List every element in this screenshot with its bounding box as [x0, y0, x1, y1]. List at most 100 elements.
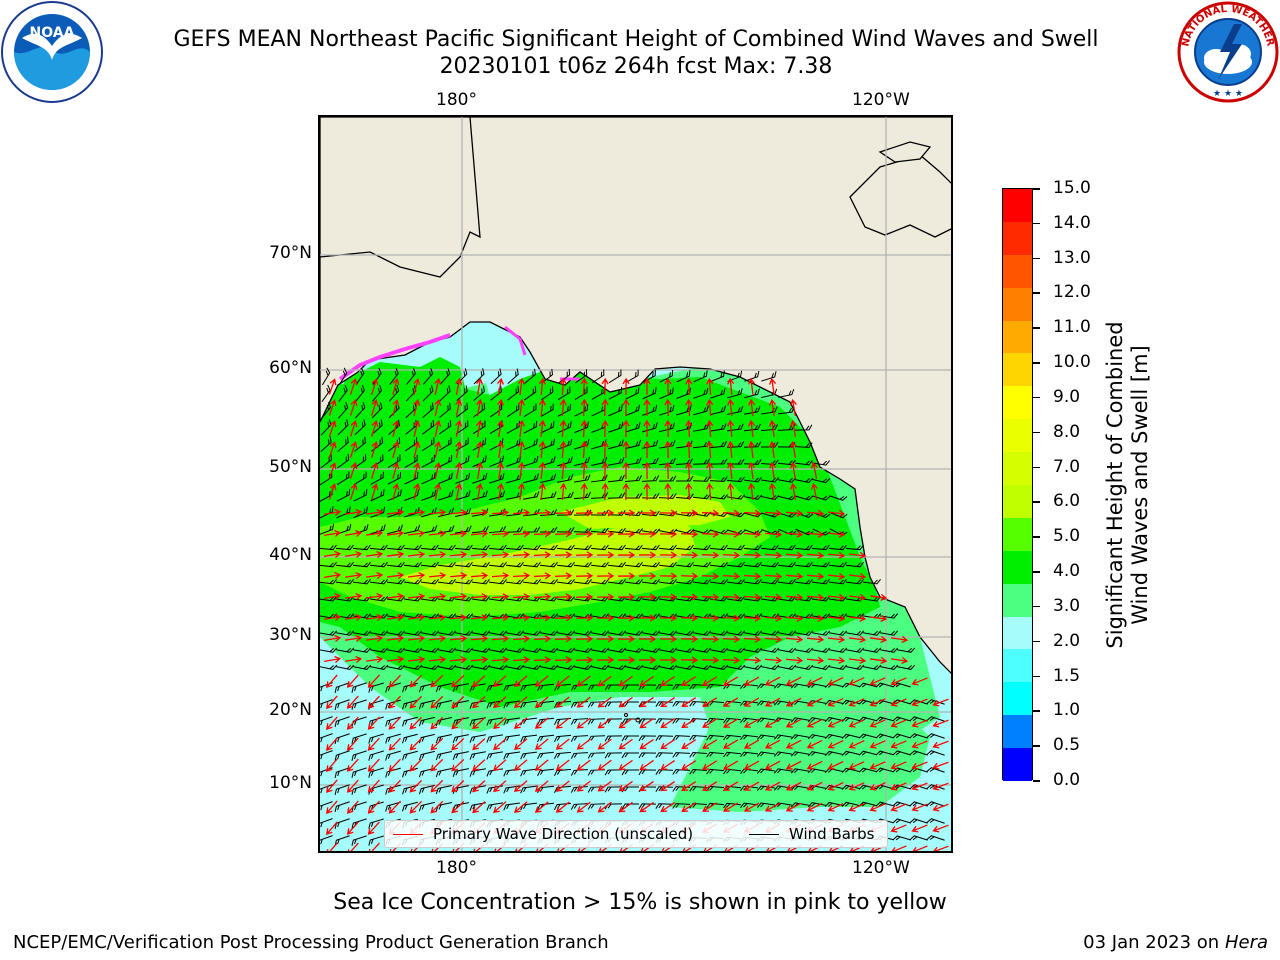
wind-barb-icon: [455, 647, 474, 653]
wind-barb-icon: [773, 734, 792, 740]
wave-height-zone-6-7m-east: [560, 495, 730, 529]
lon-tick-top-120w: 120°W: [852, 90, 910, 110]
wave-direction-arrow-icon: [434, 461, 442, 479]
colorbar-segment: [1003, 616, 1032, 650]
wind-barb-icon: [926, 801, 945, 807]
wind-barb-icon: [335, 579, 354, 585]
wave-direction-arrow-icon: [723, 718, 739, 728]
wave-direction-arrow-icon: [388, 779, 401, 793]
wave-direction-arrow-icon: [681, 739, 697, 749]
wave-direction-arrow-icon: [386, 530, 405, 538]
wind-barb-icon: [553, 717, 572, 726]
wind-barb-icon: [710, 647, 729, 653]
wave-direction-arrow-icon: [325, 779, 338, 794]
wind-barb-icon: [760, 544, 779, 551]
wind-barb-icon: [369, 561, 388, 568]
wind-barb-icon: [486, 751, 503, 760]
wave-direction-arrow-icon: [367, 695, 380, 709]
colorbar-segment: [1003, 682, 1032, 716]
wave-direction-arrow-icon: [702, 802, 718, 812]
wave-direction-arrow-icon: [597, 717, 612, 729]
wind-barb-icon: [778, 630, 797, 636]
colorbar-tick-label: 15.0: [1053, 178, 1091, 198]
wind-barb-icon: [455, 490, 471, 501]
wind-barb-icon: [641, 475, 660, 482]
legend-barb-entry: Wind Barbs: [749, 825, 874, 843]
wind-barb-icon: [437, 579, 456, 585]
wind-barb-icon: [757, 802, 775, 808]
wind-barb-icon: [744, 494, 763, 500]
wind-barb-icon: [795, 477, 814, 483]
wind-barb-icon: [354, 436, 366, 452]
wave-direction-arrow-icon: [428, 593, 447, 601]
wave-direction-arrow-icon: [392, 441, 400, 458]
wave-direction-arrow-icon: [407, 635, 426, 643]
wind-barb-icon: [824, 801, 843, 808]
wave-direction-arrow-icon: [325, 737, 338, 752]
wind-barb-icon: [404, 664, 423, 670]
wind-barb-icon: [539, 509, 558, 516]
wave-direction-arrow-icon: [827, 593, 846, 601]
wind-barb-icon: [727, 529, 746, 535]
wind-barb-icon: [794, 544, 813, 551]
wave-direction-arrow-icon: [428, 530, 447, 538]
lat-tick-70n: 70°N: [269, 243, 312, 263]
wave-direction-arrow-icon: [806, 551, 825, 559]
wave-height-zone-4-5m-north: [340, 357, 540, 462]
wave-direction-arrow-icon: [806, 635, 825, 643]
wind-barb-icon: [909, 750, 928, 756]
wave-direction-arrow-icon: [534, 675, 549, 687]
wind-barb-icon: [574, 456, 591, 467]
wave-direction-arrow-icon: [434, 440, 442, 458]
wind-barb-icon: [469, 751, 486, 760]
wave-direction-arrow-icon: [743, 760, 760, 770]
wind-barb-icon: [743, 423, 761, 432]
wave-direction-arrow-icon: [827, 572, 846, 580]
wave-direction-arrow-icon: [346, 800, 359, 814]
wind-barb-icon: [420, 544, 439, 551]
wave-direction-arrow-icon: [554, 593, 573, 601]
wind-barb-icon: [591, 369, 605, 384]
wave-direction-arrow-icon: [638, 656, 657, 664]
wave-direction-arrow-icon: [596, 509, 615, 517]
wind-barb-icon: [709, 458, 728, 465]
lat-tick-10n: 10°N: [269, 773, 312, 793]
wave-direction-arrow-icon: [785, 676, 802, 686]
wind-barb-icon: [473, 368, 485, 385]
wave-direction-arrow-icon: [449, 614, 468, 622]
wind-barb-icon: [794, 596, 813, 602]
wind-barb-icon: [385, 750, 401, 761]
wind-barb-icon: [573, 544, 592, 551]
wave-direction-arrow-icon: [869, 677, 886, 686]
wind-barb-icon: [740, 700, 759, 707]
wave-direction-arrow-icon: [346, 695, 359, 709]
wind-barb-icon: [794, 460, 813, 466]
wave-direction-arrow-icon: [911, 761, 928, 770]
wind-barb-icon: [689, 752, 708, 758]
wind-barb-icon: [812, 511, 831, 519]
wind-barb-icon: [557, 630, 576, 636]
wave-direction-arrow-icon: [638, 551, 657, 559]
wind-barb-icon: [421, 525, 438, 534]
wave-direction-arrow-icon: [493, 696, 507, 709]
wave-direction-arrow-icon: [890, 635, 909, 643]
wave-direction-arrow-icon: [555, 780, 570, 792]
wind-barb-icon: [455, 437, 469, 451]
colorbar-segment: [1003, 748, 1032, 782]
wave-direction-arrow-icon: [328, 378, 337, 395]
wind-barb-icon: [778, 477, 797, 483]
wave-direction-arrow-icon: [538, 419, 546, 438]
wind-barb-icon: [727, 370, 743, 382]
wind-barb-icon: [625, 630, 644, 636]
wave-direction-arrow-icon: [324, 550, 342, 558]
wind-barb-icon: [773, 700, 792, 706]
wave-direction-arrow-icon: [388, 674, 401, 688]
wind-barb-icon: [608, 404, 623, 417]
wave-direction-arrow-icon: [743, 718, 760, 728]
noaa-logo-icon: NOAA: [1, 1, 103, 103]
wave-direction-arrow-icon: [346, 737, 359, 751]
wave-direction-arrow-icon: [869, 740, 886, 749]
wind-barb-icon: [658, 561, 677, 568]
wind-barb-icon: [385, 716, 401, 727]
wave-direction-arrow-icon: [701, 530, 720, 538]
